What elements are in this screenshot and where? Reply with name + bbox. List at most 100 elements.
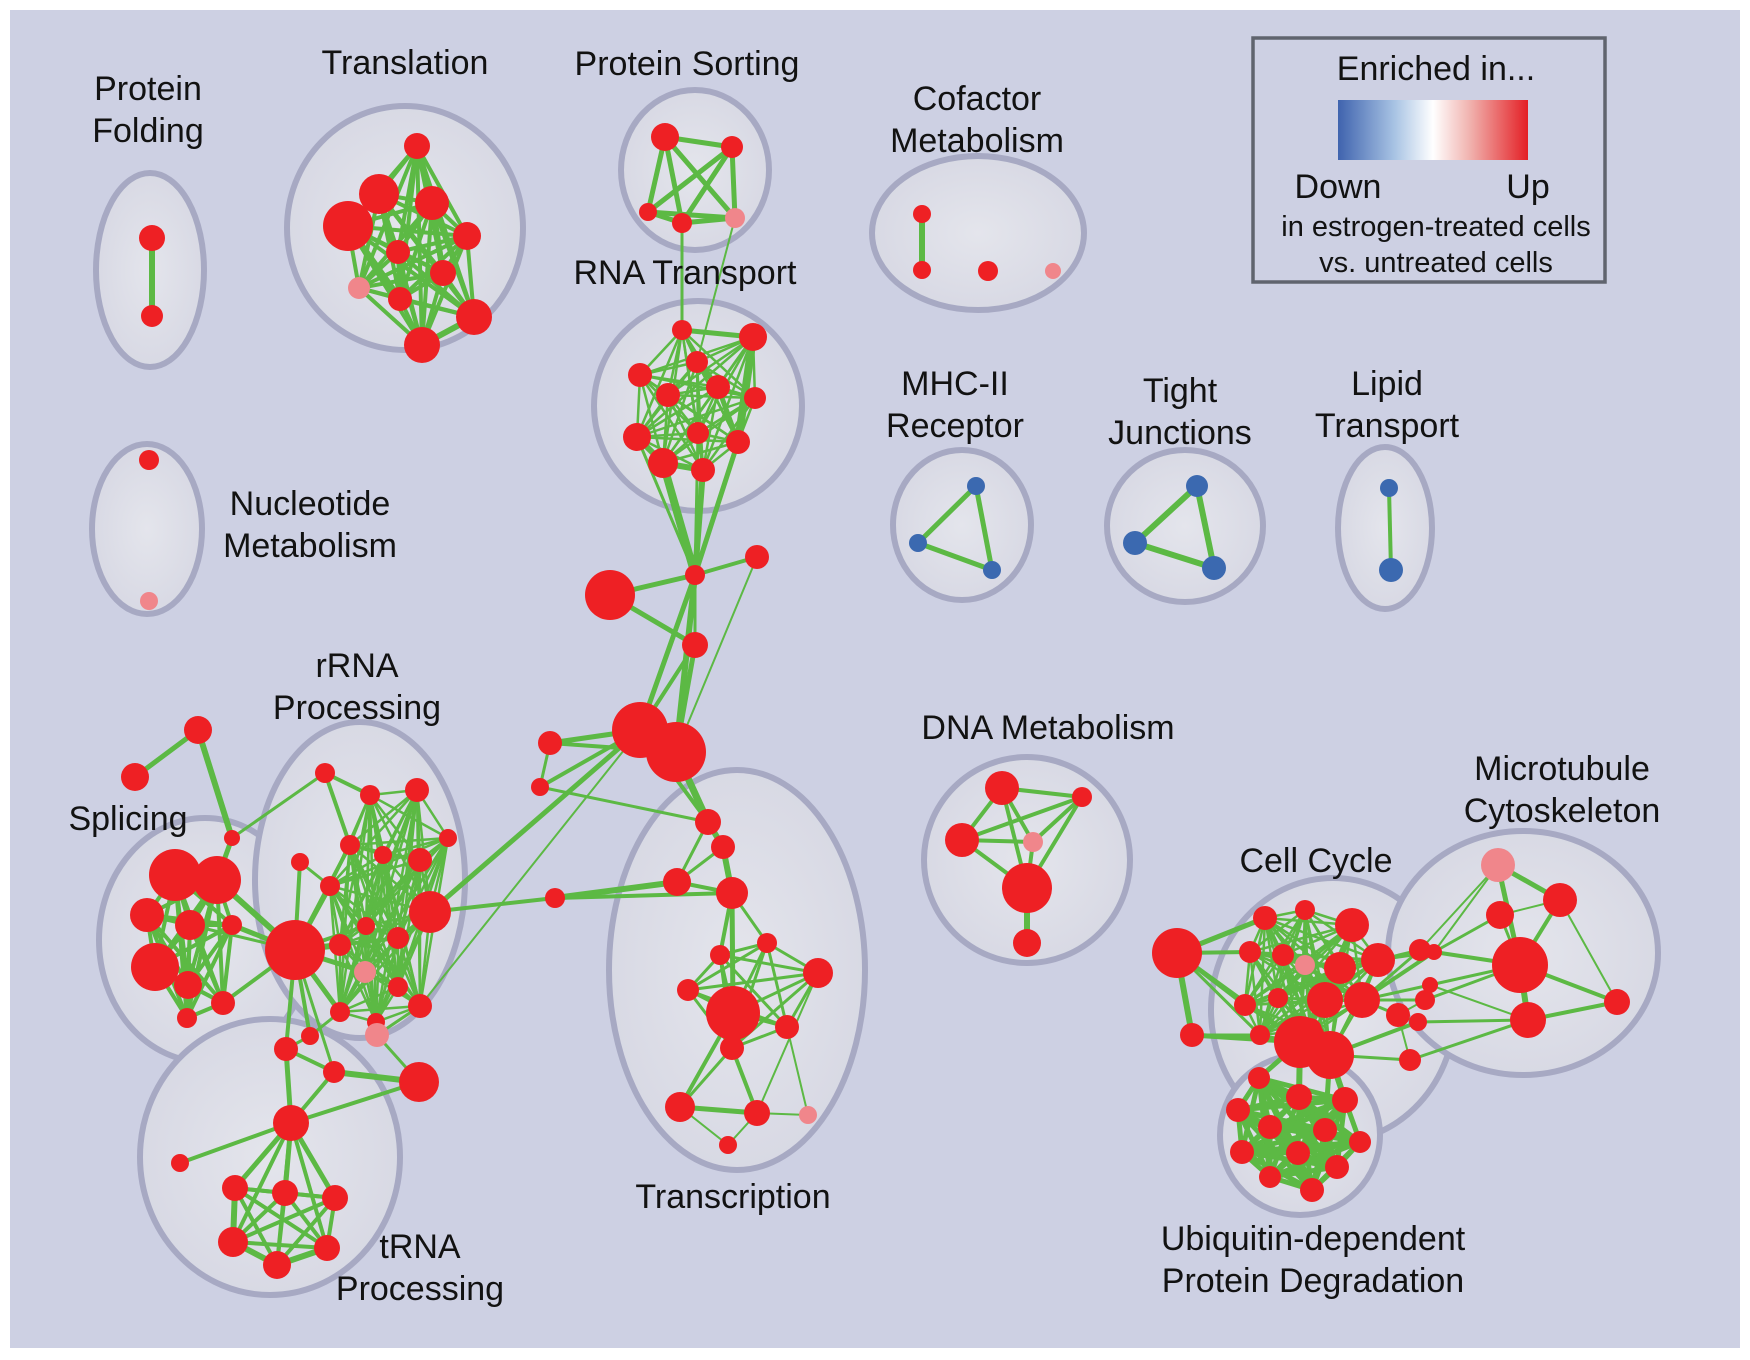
- edge-cc18-mt3: [1408, 1018, 1530, 1062]
- node-rr10: [329, 934, 351, 956]
- node-rr4: [340, 835, 360, 855]
- node-tx10: [720, 1036, 744, 1060]
- node-rr15: [330, 1002, 350, 1022]
- cluster-label-cofactor-metabolism-line1: Cofactor: [913, 80, 1042, 118]
- edge-tr4-tr10: [346, 224, 476, 319]
- node-rt11: [648, 448, 678, 478]
- node-tn2: [272, 1180, 298, 1206]
- edge-mh1-mh3: [973, 483, 995, 573]
- edge-rr3-rr9: [328, 788, 419, 888]
- node-ub12: [1300, 1178, 1324, 1202]
- node-rr21: [323, 1061, 345, 1083]
- edge-sp5-sp9: [185, 923, 234, 1020]
- node-cc10: [1268, 988, 1288, 1008]
- node-dm4: [1023, 832, 1043, 852]
- node-ub6: [1313, 1118, 1337, 1142]
- node-rt4: [628, 363, 652, 387]
- node-dm1: [985, 771, 1019, 805]
- cluster-cofactor-metabolism: [869, 153, 1087, 313]
- edge-tg1-tg3: [195, 727, 235, 841]
- node-cc4: [1239, 941, 1261, 963]
- cluster-label-ubiquitin-dependent-protein-degradation-line2: Protein Degradation: [1162, 1262, 1464, 1300]
- node-cc7: [1324, 952, 1356, 984]
- cluster-label-protein-folding-line1: Protein: [94, 70, 202, 108]
- node-ps1: [651, 123, 679, 151]
- node-rr11: [357, 917, 375, 935]
- node-ccbig2: [1306, 1031, 1354, 1079]
- node-mh1: [967, 477, 985, 495]
- node-ub9: [1286, 1141, 1310, 1165]
- node-pf1: [139, 225, 165, 251]
- node-rt2: [739, 323, 767, 351]
- node-rr6: [408, 848, 432, 872]
- node-cc9: [1234, 994, 1256, 1016]
- node-ub10: [1259, 1166, 1281, 1188]
- node-tx14: [719, 1136, 737, 1154]
- node-ps2: [721, 136, 743, 158]
- edge-rt1-rt8: [635, 328, 684, 439]
- cluster-mhc-ii-receptor: [890, 447, 1034, 603]
- node-tr11: [404, 327, 440, 363]
- node-sp5: [222, 915, 242, 935]
- node-tx7: [803, 958, 833, 988]
- edge-sp5-sp8: [221, 923, 234, 1005]
- edge-m2-hub2: [675, 556, 758, 753]
- edge-rr5-rr9: [328, 853, 385, 888]
- edge-tj1-tj2: [1132, 483, 1200, 546]
- node-tg2: [121, 763, 149, 791]
- edge-rt7-rt8: [635, 396, 757, 439]
- cluster-label-nucleotide-metabolism-line1: Nucleotide: [230, 485, 391, 523]
- edge-sn1-tx4: [553, 891, 734, 900]
- node-mt_pink: [1481, 848, 1515, 882]
- node-cc15: [1386, 1003, 1410, 1027]
- edge-mtb1-mt_pink: [1433, 864, 1499, 953]
- edge-cc16-mt_pink: [1419, 864, 1499, 951]
- cluster-label-tight-junctions-line2: Junctions: [1108, 414, 1252, 452]
- node-tr1: [404, 133, 430, 159]
- node-tg1: [184, 716, 212, 744]
- node-cc13: [1250, 1025, 1270, 1045]
- edge-tnhub-tn5: [289, 1121, 329, 1250]
- edge-rr4-rr7: [348, 836, 450, 847]
- node-ub4: [1226, 1098, 1250, 1122]
- cluster-label-nucleotide-metabolism-line2: Metabolism: [223, 527, 397, 565]
- node-rt9: [687, 422, 709, 444]
- edge-rr7-rr11: [364, 836, 450, 928]
- edge-rr6-rr9: [328, 858, 422, 888]
- node-lt1: [1380, 479, 1398, 497]
- node-rr3: [405, 778, 429, 802]
- edge-tj2-tj3: [1132, 540, 1217, 571]
- edge-rr5-rr7: [381, 836, 450, 857]
- node-rr12: [387, 927, 409, 949]
- node-sp7: [174, 971, 202, 999]
- cluster-label-mhc-ii-receptor-line1: MHC-II: [901, 365, 1009, 403]
- edge-rr6-rr15: [338, 858, 422, 1014]
- node-rr14: [388, 977, 408, 997]
- node-rt6: [706, 375, 730, 399]
- edge-lt1-lt2: [1387, 486, 1393, 572]
- node-tx11: [665, 1092, 695, 1122]
- cluster-label-translation-line1: Translation: [322, 44, 489, 82]
- node-tj3: [1202, 556, 1226, 580]
- node-mtb2: [1422, 977, 1438, 993]
- legend-title: Enriched in...: [1337, 50, 1535, 88]
- edge-ps2-ps5: [729, 144, 738, 221]
- edge-rrbig-hub1: [427, 727, 643, 915]
- node-lt2: [1379, 558, 1403, 582]
- edge-rr6-rr14: [396, 858, 422, 989]
- cluster-dna-metabolism: [921, 754, 1133, 966]
- node-cf3: [978, 261, 998, 281]
- node-sp1: [149, 849, 201, 901]
- cluster-label-rrna-processing-line1: rRNA: [315, 647, 398, 685]
- edge-mtb3-mt3: [1416, 1018, 1530, 1024]
- cluster-label-rna-transport-line1: RNA Transport: [574, 254, 798, 292]
- node-rrbig2: [399, 1062, 439, 1102]
- node-rr2: [360, 785, 380, 805]
- node-tr6: [386, 240, 410, 264]
- node-cf4: [1045, 263, 1061, 279]
- node-tr4: [323, 201, 373, 251]
- node-tn4: [218, 1227, 248, 1257]
- cluster-lipid-transport: [1335, 444, 1435, 612]
- cluster-label-transcription-line1: Transcription: [635, 1178, 830, 1216]
- node-rr8: [291, 853, 309, 871]
